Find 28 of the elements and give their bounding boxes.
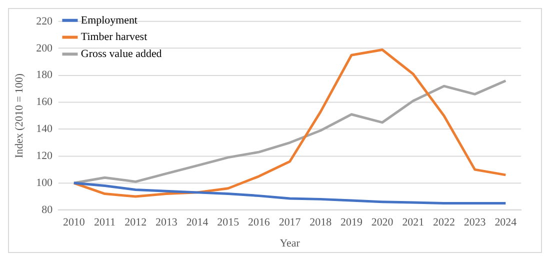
x-tick-label: 2014 xyxy=(186,216,209,228)
x-tick-label: 2016 xyxy=(248,216,270,228)
x-tick-label: 2024 xyxy=(494,216,518,228)
x-tick-label: 2022 xyxy=(433,216,455,228)
y-tick-label: 160 xyxy=(36,96,54,108)
x-tick-label: 2010 xyxy=(62,216,86,228)
x-tick-label: 2017 xyxy=(278,216,302,228)
x-tick-label: 2013 xyxy=(156,216,178,228)
x-axis-title: Year xyxy=(280,237,300,250)
y-tick-label: 100 xyxy=(36,176,54,189)
legend-label: Timber harvest xyxy=(80,31,148,44)
x-tick-label: 2021 xyxy=(402,216,424,228)
x-tick-label: 2019 xyxy=(340,216,363,228)
x-tick-label: 2011 xyxy=(94,216,116,228)
y-tick-label: 200 xyxy=(36,42,54,54)
legend-label: Employment xyxy=(80,14,138,26)
x-tick-label: 2020 xyxy=(371,216,394,228)
y-tick-label: 80 xyxy=(42,204,54,216)
y-axis-title: Index (2010 = 100) xyxy=(13,73,26,158)
legend-label: Gross value added xyxy=(80,48,162,60)
y-tick-label: 180 xyxy=(36,69,54,82)
x-tick-label: 2023 xyxy=(464,216,486,228)
y-tick-label: 220 xyxy=(36,15,54,28)
y-tick-label: 140 xyxy=(36,123,54,136)
x-tick-label: 2012 xyxy=(124,216,147,228)
y-tick-label: 120 xyxy=(36,150,54,162)
x-tick-label: 2018 xyxy=(310,216,332,228)
x-tick-label: 2015 xyxy=(217,216,240,228)
